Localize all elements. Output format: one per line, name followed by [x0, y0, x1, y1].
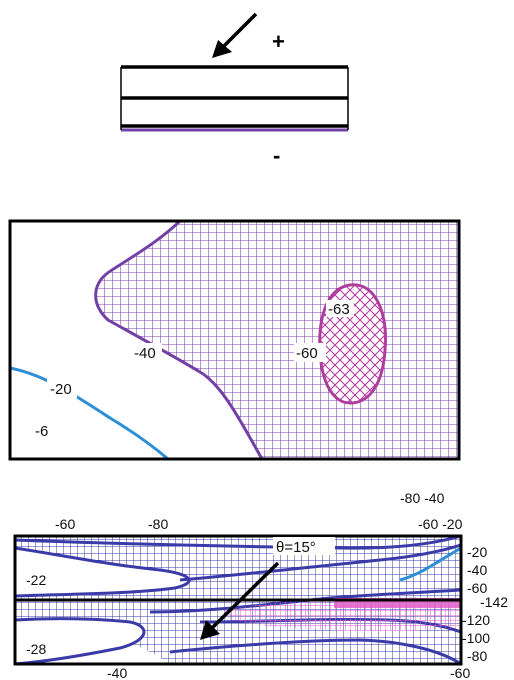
- right-label-6: -100: [462, 630, 490, 646]
- right-label-5: -120: [462, 612, 490, 628]
- right-label-2: -40: [467, 562, 487, 578]
- top-label-2: -80: [148, 516, 168, 532]
- top-label-4: -60 -20: [418, 516, 463, 532]
- contour-label-minus40: -40: [134, 345, 156, 362]
- contour-label-minus20: -20: [50, 381, 72, 398]
- top-label-3: -80 -40: [400, 490, 445, 506]
- middle-plot-frame: [8, 219, 461, 461]
- contour-region-minus40: [94, 221, 459, 459]
- left-label-1: -22: [26, 572, 46, 588]
- bottom-label-1: -40: [107, 665, 127, 680]
- arrow-icon: [212, 12, 258, 58]
- top-label-1: -60: [55, 516, 75, 532]
- contour-label-minus6: -6: [35, 423, 48, 440]
- contour-label-minus63: -63: [328, 301, 350, 318]
- top-schematic: + -: [120, 12, 349, 168]
- left-label-2: -28: [26, 641, 46, 657]
- right-label-4: -142: [480, 594, 508, 610]
- bottom-plot: θ=15° -60 -80 -80 -40 -60 -20 -22 -28 -2…: [13, 490, 508, 680]
- right-label-7: -80: [467, 648, 487, 664]
- contour-line-blue: [399, 546, 461, 582]
- right-label-3: -60: [467, 580, 487, 596]
- bottom-label-2: -60: [450, 665, 470, 680]
- minus-sign: -: [273, 143, 280, 168]
- plus-sign: +: [272, 29, 285, 54]
- bottom-plot-frame: [13, 534, 463, 666]
- arrow-icon: [200, 561, 280, 640]
- angle-label: θ=15°: [276, 539, 316, 556]
- contour-label-minus60: -60: [296, 345, 318, 362]
- right-label-1: -20: [467, 544, 487, 560]
- contour-line-minus20: [10, 366, 169, 459]
- middle-plot: -63 -60 -40 -20 -6: [8, 219, 461, 461]
